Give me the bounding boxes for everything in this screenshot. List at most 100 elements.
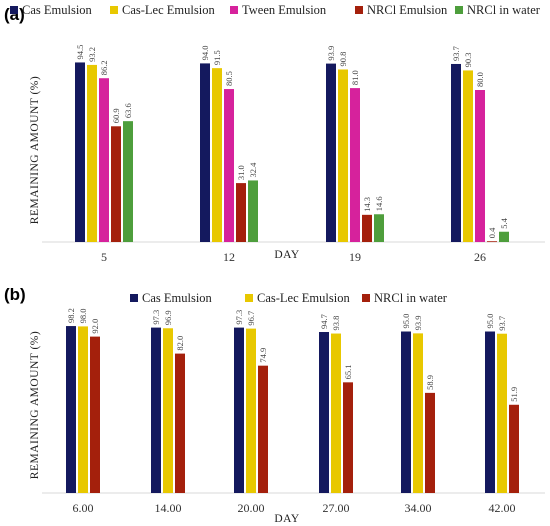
data-label: 97.3 [151, 310, 161, 325]
data-label: 94.7 [319, 314, 329, 329]
data-label: 93.7 [497, 316, 507, 331]
x-tick-label: 5 [101, 250, 107, 264]
bar [343, 382, 353, 493]
legend: Cas Emulsion Cas-Lec Emulsion NRCl in wate… [130, 291, 448, 305]
legend-swatch [230, 6, 238, 14]
bar [248, 180, 258, 242]
bar [123, 121, 133, 242]
legend-swatch [130, 294, 138, 302]
legend-entry: NRCl Emulsion [367, 3, 448, 17]
data-label: 63.6 [123, 103, 133, 118]
bar [224, 89, 234, 242]
bar [331, 333, 341, 493]
data-label: 82.0 [175, 336, 185, 351]
legend-swatch [245, 294, 253, 302]
legend-entry: Cas Emulsion [22, 3, 93, 17]
data-label: 14.6 [374, 196, 384, 211]
legend-swatch [355, 6, 363, 14]
data-label: 80.5 [224, 71, 234, 86]
legend-entry: Cas-Lec Emulsion [122, 3, 215, 17]
bar [413, 333, 423, 493]
bar [362, 214, 372, 242]
bar [509, 404, 519, 493]
data-label: 60.9 [111, 108, 121, 123]
bar [175, 353, 185, 493]
bar [485, 331, 495, 493]
data-label: 14.3 [362, 197, 372, 212]
x-tick-label: 20.00 [238, 501, 265, 515]
bar [475, 90, 485, 242]
bar [350, 88, 360, 242]
bar [319, 332, 329, 493]
data-label: 95.0 [485, 314, 495, 329]
data-label: 97.3 [234, 310, 244, 325]
bar [151, 327, 161, 493]
bar [499, 231, 509, 242]
bar [90, 336, 100, 493]
data-label: 31.0 [236, 165, 246, 180]
data-label: 0.4 [487, 227, 497, 238]
legend-swatch [110, 6, 118, 14]
panel-label: (b) [4, 285, 26, 304]
bar [163, 328, 173, 493]
data-label: 98.2 [66, 308, 76, 323]
bar [497, 333, 507, 493]
data-label: 93.7 [451, 46, 461, 61]
legend-entry: NRCl in water [467, 3, 541, 17]
data-label: 51.9 [509, 387, 519, 402]
bar [374, 214, 384, 242]
x-tick-label: 19 [349, 250, 361, 264]
bar [212, 68, 222, 243]
x-tick-label: 27.00 [323, 501, 350, 515]
data-label: 81.0 [350, 70, 360, 85]
data-label: 58.9 [425, 375, 435, 390]
data-label: 91.5 [212, 50, 222, 65]
bar [75, 62, 85, 243]
bar [425, 392, 435, 493]
data-label: 98.0 [78, 309, 88, 324]
bar [99, 78, 109, 242]
x-tick-label: 34.00 [405, 501, 432, 515]
panel-label: (a) [4, 5, 25, 24]
x-axis-title: DAY [274, 513, 300, 525]
bar [246, 328, 256, 493]
data-label: 74.9 [258, 348, 268, 363]
bar [487, 241, 497, 243]
x-tick-label: 12 [223, 250, 235, 264]
x-tick-label: 14.00 [155, 501, 182, 515]
x-tick-label: 6.00 [73, 501, 94, 515]
data-label: 32.4 [248, 162, 258, 178]
data-label: 93.2 [87, 47, 97, 62]
bar [326, 63, 336, 243]
chart-panel-a: (a)Cas Emulsion Cas-Lec Emulsion Tween Emu… [4, 3, 545, 264]
legend-entry: NRCl in water [374, 291, 448, 305]
bar [463, 70, 473, 243]
y-axis-title: REMAINING AMOUNT (%) [29, 331, 41, 479]
bar [200, 63, 210, 243]
bar [234, 327, 244, 493]
data-label: 90.3 [463, 53, 473, 68]
legend-swatch [362, 294, 370, 302]
bar [401, 331, 411, 493]
data-label: 93.9 [326, 46, 336, 61]
data-label: 93.8 [331, 316, 341, 331]
data-label: 93.9 [413, 315, 423, 330]
bar [87, 64, 97, 242]
bar [258, 365, 268, 493]
x-tick-label: 26 [474, 250, 486, 264]
y-axis-title: REMAINING AMOUNT (%) [29, 76, 41, 224]
data-label: 5.4 [499, 217, 509, 228]
data-label: 86.2 [99, 60, 109, 75]
legend-entry: Tween Emulsion [242, 3, 327, 17]
legend-entry: Cas Emulsion [142, 291, 213, 305]
bar [66, 326, 76, 493]
chart-panel-b: (b) Cas Emulsion Cas-Lec Emulsion NRCl in w… [4, 285, 545, 525]
legend-swatch [10, 6, 18, 14]
legend-entry: Cas-Lec Emulsion [257, 291, 350, 305]
legend: Cas Emulsion Cas-Lec Emulsion Tween Emulsi… [10, 3, 541, 17]
bar [338, 69, 348, 242]
bar [451, 63, 461, 242]
bar [78, 326, 88, 493]
data-label: 95.0 [401, 314, 411, 329]
